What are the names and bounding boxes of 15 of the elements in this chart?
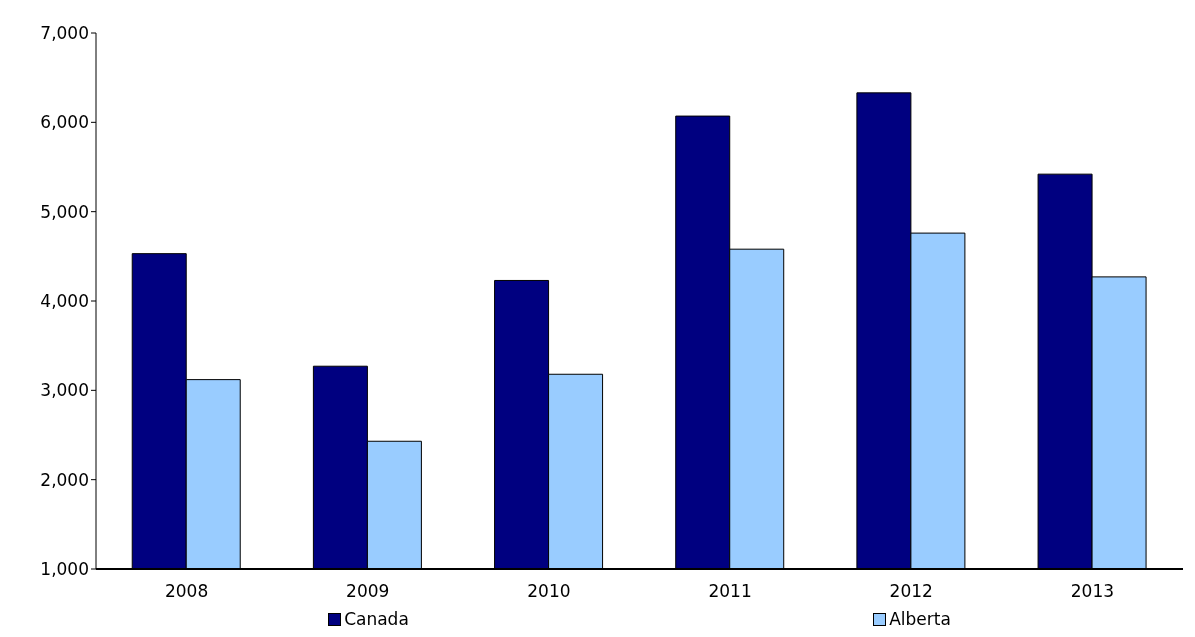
x-tick-label: 2009	[346, 581, 390, 602]
x-tick-label: 2010	[527, 581, 571, 602]
y-tick-label: 4,000	[40, 291, 89, 312]
y-tick-label: 6,000	[40, 112, 89, 133]
x-tick-label: 2012	[889, 581, 933, 602]
y-tick-label: 7,000	[40, 23, 89, 44]
y-tick-label: 5,000	[40, 201, 89, 222]
x-tick-label: 2011	[708, 581, 752, 602]
legend-label: Alberta	[888, 609, 951, 629]
y-tick-label: 2,000	[40, 469, 89, 490]
y-tick-label: 1,000	[40, 559, 89, 580]
x-tick-label: 2008	[164, 581, 209, 602]
legend-label: Canada	[343, 609, 409, 629]
y-tick-label: 3,000	[40, 380, 89, 401]
x-tick-label: 2013	[1070, 581, 1115, 602]
